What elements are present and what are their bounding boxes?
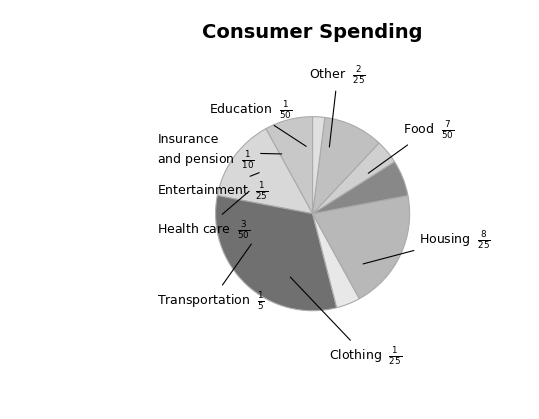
Text: Other  $\frac{2}{25}$: Other $\frac{2}{25}$ <box>309 64 366 147</box>
Wedge shape <box>313 162 408 214</box>
Wedge shape <box>313 196 410 299</box>
Text: Clothing  $\frac{1}{25}$: Clothing $\frac{1}{25}$ <box>290 277 402 367</box>
Text: Health care  $\frac{3}{50}$: Health care $\frac{3}{50}$ <box>157 191 251 241</box>
Wedge shape <box>313 117 379 214</box>
Text: Housing  $\frac{8}{25}$: Housing $\frac{8}{25}$ <box>363 229 491 264</box>
Title: Consumer Spending: Consumer Spending <box>202 23 423 42</box>
Text: Transportation  $\frac{1}{5}$: Transportation $\frac{1}{5}$ <box>157 244 265 312</box>
Wedge shape <box>313 143 395 214</box>
Wedge shape <box>313 214 360 308</box>
Wedge shape <box>266 116 313 214</box>
Wedge shape <box>216 196 337 311</box>
Text: Education  $\frac{1}{50}$: Education $\frac{1}{50}$ <box>209 99 306 146</box>
Wedge shape <box>217 129 313 214</box>
Text: Insurance
and pension  $\frac{1}{10}$: Insurance and pension $\frac{1}{10}$ <box>157 133 282 171</box>
Text: Food  $\frac{7}{50}$: Food $\frac{7}{50}$ <box>368 119 455 173</box>
Wedge shape <box>313 116 325 214</box>
Text: Entertainment  $\frac{1}{25}$: Entertainment $\frac{1}{25}$ <box>157 173 268 202</box>
